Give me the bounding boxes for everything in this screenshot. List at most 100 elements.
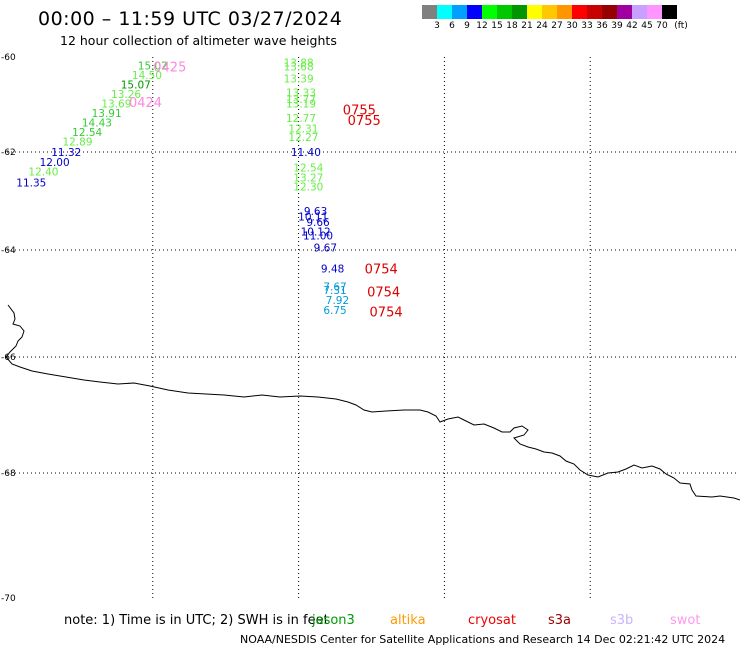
- legend-swatch: [467, 5, 482, 19]
- legend-swatch: [482, 5, 497, 19]
- legend-label: 42: [626, 21, 638, 31]
- legend-swatch: [632, 5, 647, 19]
- wave-height-value: 13.39: [284, 73, 314, 85]
- legend-label: 12: [476, 21, 488, 31]
- legend-swatch: [617, 5, 632, 19]
- legend-label: 27: [551, 21, 563, 31]
- axis-tick-labels: 135138141144147150-60-62-64-66-68-70: [1, 53, 16, 604]
- lat-tick-label: -64: [1, 246, 16, 256]
- wave-height-legend: 3 6 9 12 15 18 21 24 27 30 33 36 39 42 45 70 (ft): [422, 5, 740, 33]
- wave-height-value: 12.00: [40, 157, 70, 169]
- legend-swatch: [512, 5, 527, 19]
- legend-label: 24: [536, 21, 548, 31]
- satellite-swot: swot: [670, 613, 701, 628]
- legend-label: 18: [506, 21, 518, 31]
- footnote: note: 1) Time is in UTC; 2) SWH is in fe…: [0, 610, 740, 632]
- lat-tick-label: -70: [1, 594, 16, 604]
- wave-height-value: 13.19: [286, 99, 316, 111]
- legend-label: 9: [464, 21, 470, 31]
- wave-height-value: 12.31: [288, 123, 318, 135]
- satellite-s3a: s3a: [548, 613, 572, 628]
- footnote-note: note: 1) Time is in UTC; 2) SWH is in fe…: [64, 613, 329, 628]
- legend-label: 33: [581, 21, 593, 31]
- legend-label: 70: [656, 21, 668, 31]
- wave-height-value: 11.40: [291, 147, 321, 159]
- legend-label: 21: [521, 21, 533, 31]
- legend-label: 36: [596, 21, 608, 31]
- wave-height-value: 6.75: [323, 305, 346, 317]
- pass-time-label: 0755: [348, 114, 381, 129]
- wave-height-value: 13.77: [286, 94, 316, 106]
- legend-swatch: [437, 5, 452, 19]
- wave-height-value: 9.67: [314, 243, 337, 255]
- wave-height-value: 13.69: [101, 99, 131, 111]
- legend-swatches: [422, 5, 740, 19]
- lat-lon-grid: [7, 57, 736, 598]
- map-panel: 135138141144147150-60-62-64-66-68-70 15.…: [1, 53, 740, 604]
- wave-height-value: 14.50: [132, 70, 162, 82]
- wave-height-value: 7.92: [326, 295, 349, 307]
- wave-height-value: 13.27: [293, 172, 323, 184]
- legend-swatch: [572, 5, 587, 19]
- wave-height-value: 15.07: [121, 80, 151, 92]
- satellite-altika: altika: [390, 613, 426, 628]
- pass-time-label: 0754: [367, 286, 400, 301]
- wave-height-value: 13.33: [286, 88, 316, 100]
- wave-height-value: 10.11: [298, 212, 328, 224]
- legend-label: 15: [491, 21, 503, 31]
- satellite-jason3: jason3: [312, 613, 355, 628]
- wave-height-value: 13.26: [111, 89, 141, 101]
- pass-time-label: 0425: [153, 61, 186, 76]
- wave-height-value: 13.91: [92, 108, 122, 120]
- wave-height-value: 12.40: [28, 167, 58, 179]
- legend-swatch: [647, 5, 662, 19]
- wave-height-value: 11.32: [51, 147, 81, 159]
- legend-label: 30: [566, 21, 578, 31]
- legend-swatch: [527, 5, 542, 19]
- wave-height-value: 7.31: [323, 285, 346, 297]
- legend-swatch: [422, 5, 437, 19]
- legend-label: 6: [449, 21, 455, 31]
- wave-height-value: 12.77: [286, 113, 316, 125]
- legend-label: 39: [611, 21, 623, 31]
- legend-swatch: [557, 5, 572, 19]
- legend-unit: (ft): [674, 21, 688, 31]
- pass-time-label: 0424: [129, 96, 162, 111]
- wave-height-value: 15.02: [138, 61, 168, 73]
- legend-swatch: [602, 5, 617, 19]
- wave-height-value: 12.89: [62, 137, 92, 149]
- legend-swatch: [587, 5, 602, 19]
- legend-swatch: [662, 5, 677, 19]
- legend-swatch: [452, 5, 467, 19]
- wave-height-value: 14.43: [82, 118, 112, 130]
- page-subtitle: 12 hour collection of altimeter wave hei…: [60, 33, 337, 48]
- lat-tick-label: -66: [1, 353, 16, 363]
- wave-height-value: 10.12: [301, 226, 331, 238]
- lat-tick-label: -60: [1, 53, 16, 63]
- wave-height-value: 12.54: [293, 163, 323, 175]
- wave-height-value: 7.67: [323, 281, 346, 293]
- legend-swatch: [542, 5, 557, 19]
- wave-height-value: 11.35: [16, 177, 46, 189]
- lat-tick-label: -62: [1, 148, 16, 158]
- legend-labels: 3 6 9 12 15 18 21 24 27 30 33 36 39 42 45 70 (ft): [422, 19, 740, 33]
- wave-height-value: 13.68: [284, 62, 314, 74]
- wave-height-value: 9.48: [321, 264, 344, 276]
- legend-label: 45: [641, 21, 653, 31]
- pass-time-label: 0754: [370, 306, 403, 321]
- wave-height-value: 12.30: [293, 181, 323, 193]
- satellite-s3b: s3b: [610, 613, 634, 628]
- satellite-cryosat: cryosat: [468, 613, 516, 628]
- wave-height-value: 12.27: [288, 132, 318, 144]
- lat-tick-label: -68: [1, 469, 16, 479]
- pass-time-label: 0755: [343, 103, 376, 118]
- wave-height-value: 9.66: [306, 217, 330, 229]
- pass-time-label: 0754: [365, 263, 398, 278]
- page-title: 00:00 – 11:59 UTC 03/27/2024: [38, 8, 343, 30]
- legend-label: 3: [434, 21, 440, 31]
- legend-swatch: [497, 5, 512, 19]
- wave-height-value: 9.63: [304, 206, 327, 218]
- antarctic-coastline: [5, 304, 740, 501]
